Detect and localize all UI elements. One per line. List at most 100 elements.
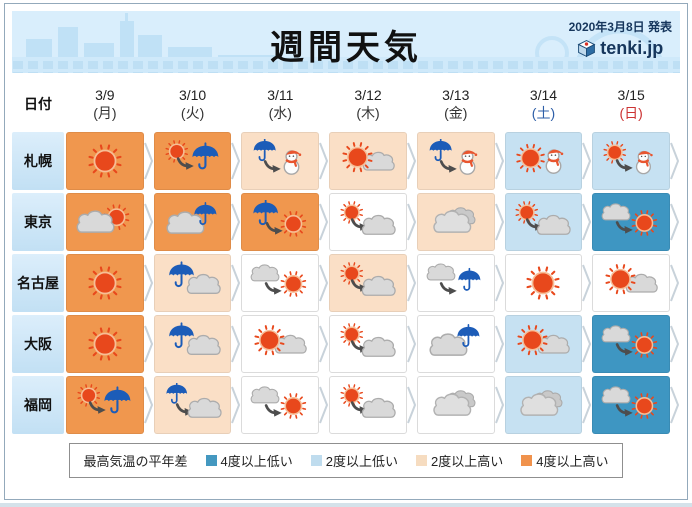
cloud-then-sun-icon: [601, 386, 658, 419]
sunny-icon: [88, 327, 122, 361]
weather-cell-osaka-3-11: [241, 315, 320, 373]
weather-cell-tokyo-3-10: [153, 193, 232, 251]
legend-label: 4度以上高い: [536, 454, 609, 469]
weather-cell-osaka-3-14: [504, 315, 583, 373]
sun-and-snow-icon: [516, 143, 564, 174]
chevron-separator-icon: [406, 264, 416, 302]
date-header-row: 日付 3/9 (月) 3/10 (火) 3/11 (水) 3/12 (木) 3/13 (金) 3/1…: [12, 81, 680, 127]
chevron-separator-icon: [494, 325, 504, 363]
chevron-separator-icon: [670, 142, 680, 180]
chevron-separator-icon: [406, 203, 416, 241]
chevron-separator-icon: [406, 142, 416, 180]
city-skyline-graphic: [12, 11, 680, 73]
legend-label: 2度以上高い: [431, 454, 504, 469]
legend-label: 4度以上低い: [220, 454, 293, 469]
weather-cell-sapporo-3-12: [329, 132, 407, 190]
chevron-separator-icon: [231, 386, 241, 424]
rain-then-cloud-icon: [165, 383, 222, 418]
sun-and-cloud-icon: [254, 325, 308, 356]
cloudy-icon: [433, 390, 476, 416]
sunny-icon: [88, 144, 122, 178]
cloud-then-sun-icon: [250, 264, 307, 297]
weather-cell-tokyo-3-9: [66, 193, 144, 251]
date-column-label: 日付: [12, 81, 64, 127]
chevron-separator-icon: [670, 386, 680, 424]
chevron-separator-icon: [670, 203, 680, 241]
chevron-separator-icon: [494, 142, 504, 180]
weather-cell-osaka-3-13: [416, 315, 495, 373]
weather-cell-tokyo-3-14: [504, 193, 583, 251]
rain-then-sun-icon: [253, 200, 307, 237]
date-header-3-13: 3/13 (金): [442, 86, 470, 121]
chevron-separator-icon: [406, 386, 416, 424]
legend-title: 最高気温の平年差: [83, 454, 188, 469]
rain-then-snow-icon: [254, 139, 302, 175]
weather-cell-nagoya-3-9: [66, 254, 144, 312]
header-banner: 週間天気 2020年3月8日 発表 tenki.jp: [12, 11, 680, 73]
weather-cell-fukuoka-3-14: [504, 376, 583, 434]
date-header-3-10: 3/10 (火): [178, 86, 207, 121]
page-title: 週間天気: [270, 29, 422, 67]
city-label-tokyo: 東京: [12, 193, 64, 251]
weather-cell-nagoya-3-10: [153, 254, 232, 312]
sun-then-cloud-icon: [340, 323, 396, 357]
chevron-separator-icon: [670, 264, 680, 302]
legend-item-much-higher: 4度以上高い: [521, 451, 608, 470]
legend-item-much-lower: 4度以上低い: [205, 451, 293, 470]
tenki-logo[interactable]: tenki.jp: [569, 38, 672, 59]
weather-cell-sapporo-3-10: [153, 132, 232, 190]
weather-cell-fukuoka-3-10: [153, 376, 232, 434]
chevron-separator-icon: [406, 325, 416, 363]
chevron-separator-icon: [231, 264, 241, 302]
chevron-separator-icon: [143, 142, 153, 180]
weekly-weather-table: 日付 3/9 (月) 3/10 (火) 3/11 (水) 3/12 (木) 3/13 (金) 3/1…: [12, 81, 680, 434]
date-header-3-15: 3/15 (日): [617, 86, 645, 121]
sun-then-cloud-icon: [340, 384, 396, 418]
weather-row-nagoya: 名古屋: [12, 254, 680, 312]
weather-cell-osaka-3-12: [329, 315, 407, 373]
chevron-separator-icon: [231, 203, 241, 241]
weather-row-tokyo: 東京: [12, 193, 680, 251]
chevron-separator-icon: [494, 386, 504, 424]
weekly-weather-widget: 週間天気 2020年3月8日 発表 tenki.jp 日付 3/9 (月) 3/10…: [4, 3, 688, 500]
sun-and-cloud-icon: [605, 264, 658, 295]
city-label-fukuoka: 福岡: [12, 376, 64, 434]
rain-and-cloud-icon: [168, 322, 221, 355]
city-label-sapporo: 札幌: [12, 132, 64, 190]
weather-cell-sapporo-3-9: [66, 132, 144, 190]
weather-cell-osaka-3-15: [592, 315, 671, 373]
cloud-and-rain-icon: [429, 324, 480, 356]
weather-cell-nagoya-3-15: [592, 254, 671, 312]
weather-cell-sapporo-3-11: [241, 132, 320, 190]
weather-cell-fukuoka-3-11: [241, 376, 320, 434]
weather-cell-osaka-3-9: [66, 315, 144, 373]
weather-cell-tokyo-3-12: [329, 193, 407, 251]
chevron-separator-icon: [143, 203, 153, 241]
weather-cell-fukuoka-3-9: [66, 376, 144, 434]
chevron-separator-icon: [582, 325, 592, 363]
weather-cell-nagoya-3-12: [329, 254, 407, 312]
sun-then-rain-icon: [165, 140, 218, 170]
tenki-logo-text: tenki.jp: [600, 38, 664, 58]
legend-swatch-icon: [521, 455, 533, 466]
cloud-then-sun-icon: [250, 386, 307, 419]
legend-swatch-icon: [205, 455, 217, 466]
bottom-strip: [0, 503, 692, 507]
cloudy-icon: [433, 207, 476, 233]
weather-cell-fukuoka-3-12: [329, 376, 407, 434]
date-header-3-14: 3/14 (土): [529, 86, 558, 121]
cloud-then-sun-icon: [601, 325, 658, 358]
chevron-separator-icon: [319, 142, 329, 180]
weather-row-fukuoka: 福岡: [12, 376, 680, 434]
weather-cell-fukuoka-3-13: [416, 376, 495, 434]
legend-item-higher: 2度以上高い: [416, 451, 503, 470]
legend-item-lower: 2度以上低い: [310, 451, 398, 470]
chevron-separator-icon: [582, 264, 592, 302]
chevron-separator-icon: [582, 203, 592, 241]
weather-cell-nagoya-3-14: [504, 254, 583, 312]
weather-cell-sapporo-3-14: [504, 132, 583, 190]
legend-label: 2度以上低い: [325, 454, 398, 469]
sun-and-cloud-icon: [342, 142, 395, 173]
city-label-osaka: 大阪: [12, 315, 64, 373]
chevron-separator-icon: [670, 325, 680, 363]
